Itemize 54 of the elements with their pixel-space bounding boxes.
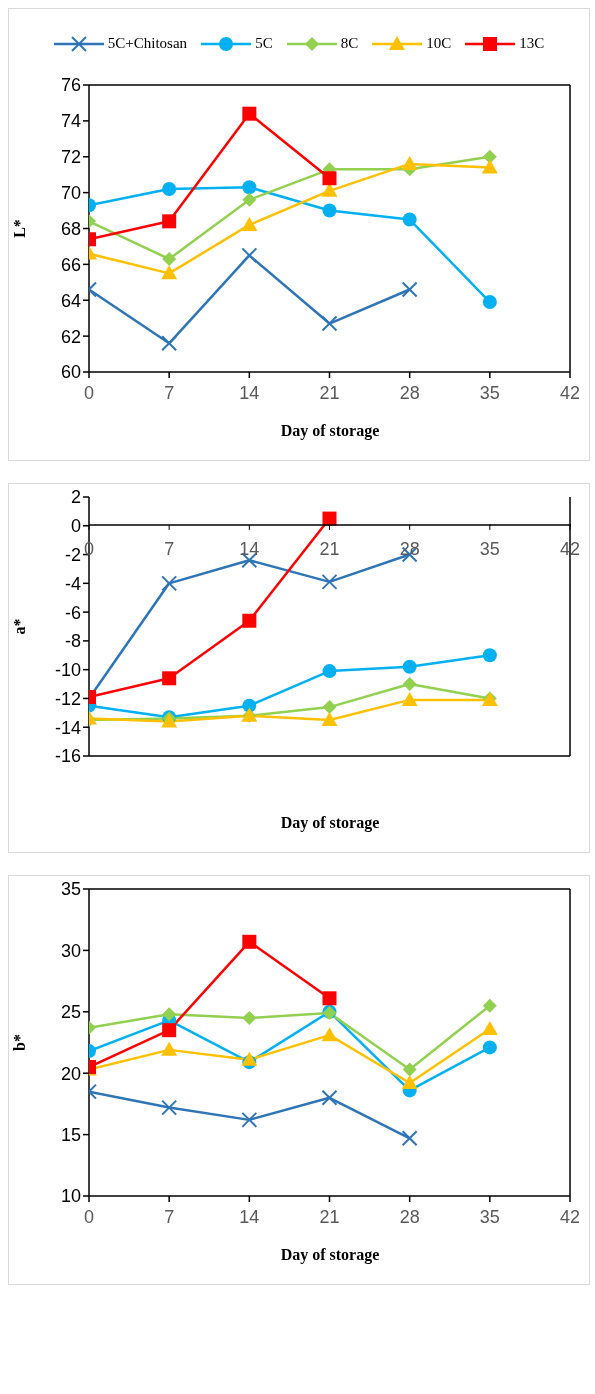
y-tick-label: -12 <box>54 688 81 709</box>
x-axis-title: Day of storage <box>279 421 381 442</box>
y-tick-label: 64 <box>60 290 81 311</box>
y-tick-label: -16 <box>54 746 81 767</box>
y-tick-label: -8 <box>64 631 81 652</box>
y-tick-label: 20 <box>60 1063 81 1084</box>
x-tick-label: 28 <box>399 382 420 403</box>
x-tick-label: 14 <box>239 382 260 403</box>
legend-label: 8C <box>340 35 359 52</box>
y-axis-title: b* <box>10 1034 28 1051</box>
x-axis-title: Day of storage <box>279 813 381 834</box>
y-tick-label: 68 <box>60 218 81 239</box>
y-tick-label: 60 <box>60 362 81 383</box>
x-tick-label: 35 <box>479 382 500 403</box>
x-tick-label: 35 <box>479 538 500 559</box>
y-tick-label: -10 <box>54 660 81 681</box>
y-tick-label: 25 <box>60 1002 81 1023</box>
y-tick-label: 70 <box>60 183 81 204</box>
legend-label: 13C <box>519 35 545 52</box>
y-tick-label: 35 <box>60 879 81 900</box>
x-tick-label: 7 <box>164 538 175 559</box>
x-tick-label: 7 <box>164 382 175 403</box>
y-axis-title: a* <box>10 618 28 635</box>
y-tick-label: 15 <box>60 1124 81 1145</box>
y-tick-label: -14 <box>54 717 81 738</box>
y-tick-label: -4 <box>64 573 81 594</box>
x-tick-label: 0 <box>83 382 95 403</box>
y-tick-label: -2 <box>64 544 81 565</box>
y-tick-label: -6 <box>64 602 81 623</box>
x-tick-label: 21 <box>319 382 340 403</box>
legend-label: 10C <box>426 35 452 52</box>
x-axis-title: Day of storage <box>279 1245 381 1266</box>
x-tick-label: 14 <box>239 538 260 559</box>
x-tick-label: 21 <box>319 538 340 559</box>
x-tick-label: 21 <box>319 1206 340 1227</box>
x-tick-label: 42 <box>559 382 581 403</box>
y-tick-label: 62 <box>60 326 81 347</box>
x-tick-label: 0 <box>83 1206 95 1227</box>
legend-label: 5C <box>255 35 273 52</box>
y-tick-label: 72 <box>60 147 81 168</box>
y-axis-title: L* <box>10 219 28 238</box>
y-tick-label: 66 <box>60 254 81 275</box>
y-tick-label: 0 <box>70 516 81 537</box>
y-tick-label: 30 <box>60 940 81 961</box>
y-tick-label: 2 <box>70 487 81 508</box>
legend-label: 5C+Chitosan <box>107 35 188 52</box>
y-tick-label: 10 <box>60 1186 81 1207</box>
x-tick-label: 28 <box>399 1206 420 1227</box>
x-tick-label: 42 <box>559 1206 581 1227</box>
x-tick-label: 35 <box>479 1206 500 1227</box>
x-tick-label: 14 <box>239 1206 260 1227</box>
y-tick-label: 76 <box>60 75 81 96</box>
x-tick-label: 7 <box>164 1206 175 1227</box>
y-tick-label: 74 <box>60 111 81 132</box>
